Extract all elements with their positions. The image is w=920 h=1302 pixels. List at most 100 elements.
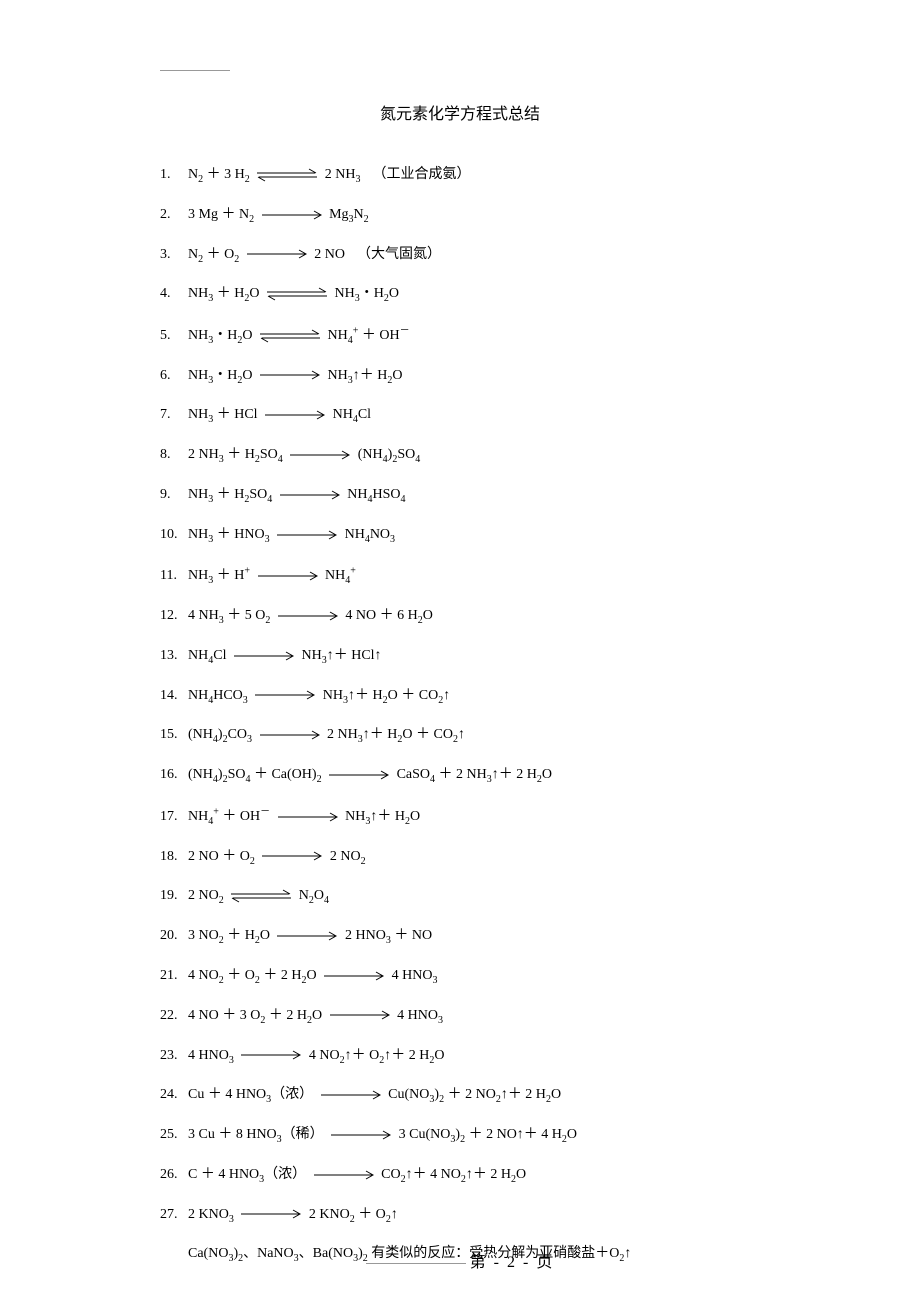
equation-lhs: 4 NO2 ＋ O2 ＋ 2 H2O [188,968,317,983]
equation-number: 11. [160,565,188,586]
equation-number: 3. [160,244,188,265]
equation-body: N2 ＋ O2 2 NO（大气固氮） [188,244,760,267]
equation-rhs: 2 NH3↑＋ H2O ＋ CO2↑ [327,727,465,742]
equation-number: 4. [160,283,188,304]
equation-body: NH3・H2O NH3↑＋ H2O [188,365,760,388]
equation-rhs: 4 HNO3 [392,968,438,983]
equation-body: NH3 ＋ HNO3 NH4NO3 [188,524,760,547]
equation-body: Cu ＋ 4 HNO3（浓） Cu(NO3)2 ＋ 2 NO2↑＋ 2 H2O [188,1084,760,1107]
forward-arrow-icon [278,610,338,622]
header-rule [160,70,230,71]
equation-body: (NH4)2SO4 ＋ Ca(OH)2 CaSO4 ＋ 2 NH3↑＋ 2 H2… [188,764,760,787]
equation-row: 23.4 HNO3 4 NO2↑＋ O2↑＋ 2 H2O [160,1045,760,1068]
forward-arrow-icon [247,248,307,260]
equation-body: NH4Cl NH3↑＋ HCl↑ [188,645,760,668]
equation-number: 7. [160,404,188,425]
equation-row: 22.4 NO ＋ 3 O2 ＋ 2 H2O 4 HNO3 [160,1005,760,1028]
page-title: 氮元素化学方程式总结 [160,100,760,124]
equation-body: 3 Mg ＋ N2 Mg3N2 [188,204,760,227]
equation-body: 2 NH3 ＋ H2SO4 (NH4)2SO4 [188,444,760,467]
equation-lhs: N2 ＋ O2 [188,247,239,262]
equation-row: 25.3 Cu ＋ 8 HNO3（稀） 3 Cu(NO3)2 ＋ 2 NO↑＋ … [160,1124,760,1147]
equation-rhs: Cu(NO3)2 ＋ 2 NO2↑＋ 2 H2O [388,1087,561,1102]
equation-number: 18. [160,846,188,867]
equation-lhs: NH3 ＋ H2O [188,286,259,301]
equation-row: 19.2 NO2 N2O4 [160,885,760,908]
equation-number: 9. [160,484,188,505]
equation-number: 27. [160,1204,188,1225]
equation-lhs: NH4Cl [188,648,226,663]
equation-lhs: Cu ＋ 4 HNO3（浓） [188,1087,313,1102]
equation-rhs: 2 NH3 [325,167,361,182]
equation-rhs: 2 NO2 [330,849,366,864]
forward-arrow-icon [277,529,337,541]
equation-lhs: NH3・H2O [188,368,252,383]
equation-number: 20. [160,925,188,946]
equation-lhs: (NH4)2CO3 [188,727,252,742]
equation-row: 20.3 NO2 ＋ H2O 2 HNO3 ＋ NO [160,925,760,948]
equation-rhs: NH3↑＋ HCl↑ [301,648,381,663]
equation-number: 1. [160,164,188,185]
equation-row: 21.4 NO2 ＋ O2 ＋ 2 H2O 4 HNO3 [160,965,760,988]
equation-rhs: (NH4)2SO4 [358,447,420,462]
equation-body: NH3・H2O NH4+ ＋ OH－ [188,323,760,347]
equation-row: 13.NH4Cl NH3↑＋ HCl↑ [160,645,760,668]
equation-row: 8.2 NH3 ＋ H2SO4 (NH4)2SO4 [160,444,760,467]
equation-comment: （大气固氮） [357,247,441,262]
equation-number: 13. [160,645,188,666]
equation-rhs: NH4HSO4 [347,487,405,502]
equation-number: 15. [160,724,188,745]
equation-lhs: 3 Cu ＋ 8 HNO3（稀） [188,1127,324,1142]
equation-rhs: NH3↑＋ H2O [345,809,420,824]
equation-number: 19. [160,885,188,906]
equation-row: 9.NH3 ＋ H2SO4 NH4HSO4 [160,484,760,507]
forward-arrow-icon [321,1089,381,1101]
equation-lhs: 2 NO2 [188,888,224,903]
equation-lhs: 2 KNO3 [188,1207,234,1222]
equation-row: 7.NH3 ＋ HCl NH4Cl [160,404,760,427]
equation-rhs: N2O4 [299,888,329,903]
forward-arrow-icon [260,369,320,381]
equation-row: 11.NH3 ＋ H+ NH4+ [160,564,760,588]
equation-number: 24. [160,1084,188,1105]
equation-row: 27.2 KNO3 2 KNO2 ＋ O2↑ [160,1204,760,1227]
forward-arrow-icon [277,930,337,942]
equilibrium-arrow-icon [260,329,320,343]
equation-lhs: 4 NO ＋ 3 O2 ＋ 2 H2O [188,1008,322,1023]
equation-body: 3 Cu ＋ 8 HNO3（稀） 3 Cu(NO3)2 ＋ 2 NO↑＋ 4 H… [188,1124,760,1147]
equation-lhs: NH4+ ＋ OH－ [188,809,270,824]
forward-arrow-icon [258,570,318,582]
page-footer: 第 - 2 - 页 [0,1248,920,1272]
equation-rhs: 2 KNO2 ＋ O2↑ [309,1207,398,1222]
equation-row: 4.NH3 ＋ H2O NH3・H2O [160,283,760,306]
equation-body: 2 KNO3 2 KNO2 ＋ O2↑ [188,1204,760,1227]
forward-arrow-icon [241,1208,301,1220]
equation-lhs: NH3 ＋ HCl [188,407,258,422]
equation-row: 16.(NH4)2SO4 ＋ Ca(OH)2 CaSO4 ＋ 2 NH3↑＋ 2… [160,764,760,787]
equation-lhs: 4 NH3 ＋ 5 O2 [188,608,274,623]
equation-rhs: NH3↑＋ H2O [327,368,402,383]
equation-number: 10. [160,524,188,545]
footer-suffix: 页 [536,1254,554,1271]
equation-number: 26. [160,1164,188,1185]
equation-body: 2 NO2 N2O4 [188,885,760,908]
equation-row: 10.NH3 ＋ HNO3 NH4NO3 [160,524,760,547]
equation-lhs: C ＋ 4 HNO3（浓） [188,1167,306,1182]
equation-rhs: 4 NO ＋ 6 H2O [345,608,432,623]
equation-row: 12.4 NH3 ＋ 5 O2 4 NO ＋ 6 H2O [160,605,760,628]
forward-arrow-icon [329,769,389,781]
equation-number: 22. [160,1005,188,1026]
equation-rhs: NH3↑＋ H2O ＋ CO2↑ [323,688,450,703]
equation-body: NH3 ＋ H+ NH4+ [188,564,760,588]
equation-body: 4 HNO3 4 NO2↑＋ O2↑＋ 2 H2O [188,1045,760,1068]
equation-rhs: 3 Cu(NO3)2 ＋ 2 NO↑＋ 4 H2O [399,1127,577,1142]
equation-number: 17. [160,806,188,827]
equation-rhs: Mg3N2 [329,207,369,222]
forward-arrow-icon [331,1129,391,1141]
equation-rhs: CaSO4 ＋ 2 NH3↑＋ 2 H2O [397,767,552,782]
equation-body: 4 NO2 ＋ O2 ＋ 2 H2O 4 HNO3 [188,965,760,988]
equation-body: 3 NO2 ＋ H2O 2 HNO3 ＋ NO [188,925,760,948]
equation-number: 12. [160,605,188,626]
equation-rhs: NH4+ ＋ OH－ [327,328,409,343]
equation-body: N2 ＋ 3 H2 2 NH3（工业合成氨） [188,164,760,187]
